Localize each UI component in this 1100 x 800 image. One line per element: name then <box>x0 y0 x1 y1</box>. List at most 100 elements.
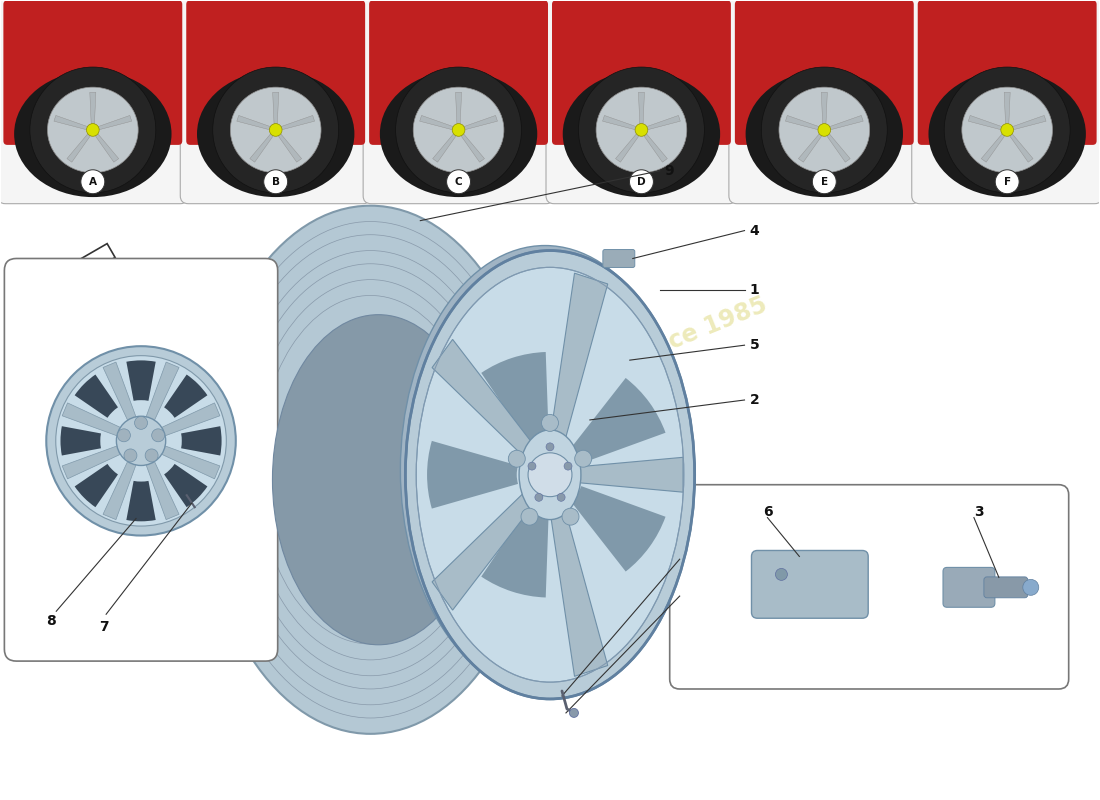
Ellipse shape <box>944 67 1070 193</box>
Polygon shape <box>140 403 220 444</box>
Wedge shape <box>571 486 666 571</box>
Ellipse shape <box>928 70 1086 197</box>
Polygon shape <box>103 439 144 520</box>
FancyBboxPatch shape <box>363 0 554 204</box>
Wedge shape <box>427 441 518 509</box>
Polygon shape <box>420 115 459 131</box>
FancyBboxPatch shape <box>603 250 635 267</box>
Wedge shape <box>126 360 156 401</box>
Ellipse shape <box>201 206 540 734</box>
Polygon shape <box>67 129 94 162</box>
Ellipse shape <box>273 314 484 645</box>
Circle shape <box>264 170 288 194</box>
Polygon shape <box>432 129 460 162</box>
Circle shape <box>996 170 1019 194</box>
Circle shape <box>145 449 158 462</box>
Polygon shape <box>550 458 683 492</box>
Text: a passion for parts: a passion for parts <box>488 376 671 464</box>
FancyBboxPatch shape <box>370 0 548 145</box>
Circle shape <box>134 416 147 430</box>
Circle shape <box>87 124 99 136</box>
Polygon shape <box>641 115 680 131</box>
FancyBboxPatch shape <box>3 0 183 145</box>
Polygon shape <box>458 129 484 162</box>
Ellipse shape <box>761 67 888 193</box>
Polygon shape <box>275 129 301 162</box>
Polygon shape <box>981 129 1009 162</box>
Circle shape <box>818 124 830 136</box>
Polygon shape <box>432 339 553 479</box>
Circle shape <box>1023 579 1038 595</box>
FancyBboxPatch shape <box>729 0 920 204</box>
FancyBboxPatch shape <box>983 577 1027 598</box>
Text: B: B <box>272 177 279 186</box>
Circle shape <box>447 170 471 194</box>
Polygon shape <box>63 438 142 479</box>
Ellipse shape <box>961 87 1053 173</box>
FancyBboxPatch shape <box>912 0 1100 204</box>
Wedge shape <box>571 378 666 463</box>
Polygon shape <box>603 115 642 131</box>
Ellipse shape <box>563 70 720 197</box>
Text: E: E <box>821 177 828 186</box>
Polygon shape <box>236 115 276 131</box>
Polygon shape <box>799 129 825 162</box>
Circle shape <box>570 709 579 718</box>
Circle shape <box>118 429 131 442</box>
Circle shape <box>562 508 579 525</box>
Text: 8: 8 <box>46 614 56 628</box>
Polygon shape <box>92 115 132 131</box>
Ellipse shape <box>416 267 684 682</box>
Circle shape <box>56 356 227 526</box>
Polygon shape <box>1006 115 1046 131</box>
Ellipse shape <box>30 67 156 193</box>
Ellipse shape <box>779 87 870 173</box>
FancyBboxPatch shape <box>670 485 1069 689</box>
Circle shape <box>546 443 554 451</box>
Ellipse shape <box>746 70 903 197</box>
Circle shape <box>508 450 526 467</box>
Text: 6: 6 <box>762 505 772 518</box>
Polygon shape <box>968 115 1008 131</box>
Polygon shape <box>616 129 642 162</box>
Ellipse shape <box>47 87 139 173</box>
Circle shape <box>635 124 648 136</box>
Polygon shape <box>544 473 607 676</box>
Ellipse shape <box>230 87 321 173</box>
Polygon shape <box>640 129 668 162</box>
Circle shape <box>117 416 166 466</box>
Wedge shape <box>75 374 118 418</box>
Ellipse shape <box>406 250 694 699</box>
Ellipse shape <box>579 67 704 193</box>
Circle shape <box>564 462 572 470</box>
Wedge shape <box>60 426 101 455</box>
Circle shape <box>528 462 536 470</box>
Polygon shape <box>273 92 278 130</box>
Circle shape <box>812 170 836 194</box>
Text: 2: 2 <box>749 393 759 407</box>
Circle shape <box>541 414 559 431</box>
Polygon shape <box>54 115 94 131</box>
Text: 5: 5 <box>749 338 759 352</box>
FancyBboxPatch shape <box>0 0 188 204</box>
Text: C: C <box>454 177 462 186</box>
Wedge shape <box>482 502 549 598</box>
Circle shape <box>1001 124 1013 136</box>
Wedge shape <box>75 464 118 507</box>
Circle shape <box>152 429 165 442</box>
Text: D: D <box>637 177 646 186</box>
FancyBboxPatch shape <box>4 258 277 661</box>
FancyBboxPatch shape <box>552 0 730 145</box>
Polygon shape <box>138 439 179 520</box>
Polygon shape <box>1006 129 1033 162</box>
Wedge shape <box>164 374 208 418</box>
Polygon shape <box>63 403 142 444</box>
Polygon shape <box>140 438 220 479</box>
Ellipse shape <box>414 87 504 173</box>
Polygon shape <box>432 470 553 610</box>
Polygon shape <box>638 92 645 130</box>
Polygon shape <box>250 129 277 162</box>
Circle shape <box>629 170 653 194</box>
Ellipse shape <box>519 430 581 519</box>
Polygon shape <box>1004 92 1010 130</box>
